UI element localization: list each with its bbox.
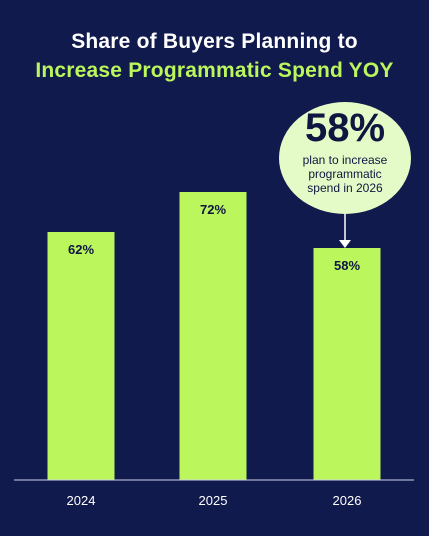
bar-value-label: 72% bbox=[200, 202, 226, 217]
bar-2024 bbox=[47, 232, 115, 480]
x-tick-label: 2025 bbox=[199, 493, 228, 508]
bar-2025 bbox=[179, 192, 247, 480]
callout-bubble: 58% plan to increase programmatic spend … bbox=[279, 102, 411, 214]
callout-caption: plan to increase programmatic spend in 2… bbox=[279, 153, 411, 195]
callout-caption-line1: plan to increase bbox=[302, 153, 388, 167]
x-tick-label: 2026 bbox=[333, 493, 362, 508]
bar-value-label: 62% bbox=[68, 242, 94, 257]
callout-percentage: 58% bbox=[304, 106, 386, 150]
chart-title-line2: Increase Programmatic Spend YOY bbox=[35, 59, 394, 82]
bar-2026 bbox=[313, 248, 381, 480]
chart-title-line1: Share of Buyers Planning to bbox=[71, 30, 358, 53]
bar-value-label: 58% bbox=[334, 258, 360, 273]
callout-caption-line2: programmatic bbox=[308, 167, 382, 181]
callout-arrow-head bbox=[339, 240, 351, 248]
callout-caption-line3: spend in 2026 bbox=[307, 181, 383, 195]
x-tick-label: 2024 bbox=[67, 493, 96, 508]
